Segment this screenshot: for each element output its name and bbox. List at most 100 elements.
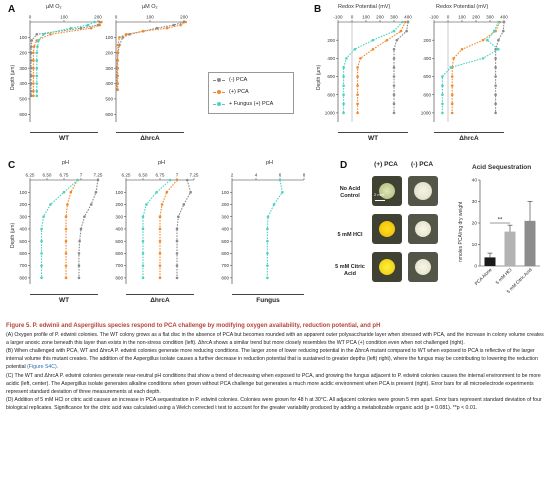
x-tick-label: 8: [303, 173, 306, 178]
data-point: [392, 102, 396, 106]
data-point: [502, 29, 505, 33]
y-tick-label: 400: [19, 227, 27, 232]
data-point: [405, 29, 408, 33]
y-tick-label: 40: [472, 178, 478, 184]
data-point: [441, 93, 444, 97]
b-hrca-caption: ΔhrcA: [434, 132, 504, 142]
y-tick-label: 400: [105, 81, 113, 86]
data-point: [392, 47, 396, 51]
series-line: [266, 179, 283, 278]
caption-paragraph: (C) The WT and ΔhrcA P. edwinii colonies…: [6, 372, 541, 395]
data-point: [141, 215, 145, 219]
y-tick-label: 700: [19, 263, 27, 268]
data-point: [165, 190, 169, 194]
y-tick-label: 500: [19, 239, 27, 244]
y-tick-label: 500: [115, 239, 123, 244]
panel-label-d: D: [340, 160, 348, 171]
y-tick-label: 500: [221, 239, 229, 244]
data-point: [35, 82, 39, 85]
data-point: [399, 29, 403, 33]
data-point: [441, 111, 444, 115]
data-point: [141, 264, 145, 267]
c-wt-caption: WT: [30, 294, 98, 304]
data-point: [441, 84, 444, 87]
data-point: [35, 59, 39, 62]
data-point: [141, 29, 145, 33]
y-tick-label: 600: [19, 251, 27, 256]
y-tick-label: 600: [105, 112, 113, 117]
data-point: [345, 57, 348, 60]
data-point: [64, 252, 68, 255]
x-tick-label: 6.50: [43, 173, 52, 178]
x-tick-label: 100: [146, 15, 154, 20]
y-tick-label: 300: [221, 214, 229, 219]
data-point: [494, 84, 497, 87]
data-point: [403, 20, 407, 24]
bar: [524, 220, 536, 266]
y-tick-label: 10: [472, 242, 478, 248]
y-tick-label: 400: [115, 227, 123, 232]
data-point: [116, 74, 119, 78]
data-point: [392, 75, 396, 78]
y-tick-label: 800: [423, 92, 431, 97]
data-point: [353, 47, 357, 51]
data-point: [42, 215, 45, 219]
d-row-label-hcl: 5 mM HCl: [337, 232, 363, 238]
y-tick-label: 200: [327, 38, 335, 43]
data-point: [481, 38, 485, 42]
y-tick-label: 800: [327, 92, 335, 97]
data-point: [494, 93, 497, 97]
data-point: [158, 252, 162, 255]
data-point: [392, 111, 396, 115]
data-point: [371, 38, 375, 42]
data-point: [64, 264, 68, 267]
x-tick-label: 0: [351, 15, 354, 20]
data-point: [32, 66, 35, 70]
x-tick-label: 200: [472, 15, 480, 20]
data-point: [281, 190, 284, 194]
y-tick-label: 300: [105, 66, 113, 71]
y-tick-label: 100: [19, 190, 27, 195]
chart-a-hrca: 0 100 200 100 200 300 400 500 600: [105, 15, 188, 122]
data-point: [392, 57, 396, 60]
data-point: [35, 94, 39, 98]
significance-marker: **: [498, 218, 503, 224]
data-point: [40, 276, 43, 280]
series-line: [78, 179, 99, 278]
data-point: [116, 43, 120, 47]
data-point: [66, 203, 69, 206]
data-point: [395, 38, 399, 42]
x-tick-label: 6.25: [26, 173, 35, 178]
data-point: [29, 66, 33, 70]
data-point: [100, 20, 103, 24]
y-tick-label: 200: [19, 202, 27, 207]
bar: [484, 257, 496, 266]
data-point: [441, 102, 444, 106]
data-point: [481, 57, 485, 60]
data-point: [62, 190, 66, 194]
chart-c-hrca: 6.25 6.50 6.75 7 7.25 100 200 300 400 500 600 700 80…: [115, 173, 199, 284]
data-point: [86, 23, 90, 27]
series-line: [343, 21, 403, 113]
data-point: [175, 239, 179, 243]
data-point: [278, 178, 282, 182]
data-point: [356, 66, 359, 69]
y-tick-label: 400: [423, 56, 431, 61]
caption-paragraph: (A) Oxygen profile of P. edwinii colonie…: [6, 332, 544, 347]
b-wt-caption: WT: [338, 132, 408, 142]
legend-label: (-) PCA: [229, 77, 248, 83]
category-label: PCA Alone: [474, 267, 493, 286]
data-point: [494, 66, 497, 69]
data-point: [77, 264, 81, 267]
data-point: [342, 75, 345, 78]
data-point: [179, 23, 182, 27]
data-point: [392, 93, 396, 97]
data-point: [494, 57, 497, 60]
data-point: [392, 84, 396, 87]
data-point: [158, 227, 162, 231]
plate-image: [372, 252, 402, 282]
c-fungus-caption: Fungus: [232, 294, 304, 304]
figure-reference-link[interactable]: (Figure S4C).: [27, 364, 59, 371]
data-point: [141, 276, 145, 280]
